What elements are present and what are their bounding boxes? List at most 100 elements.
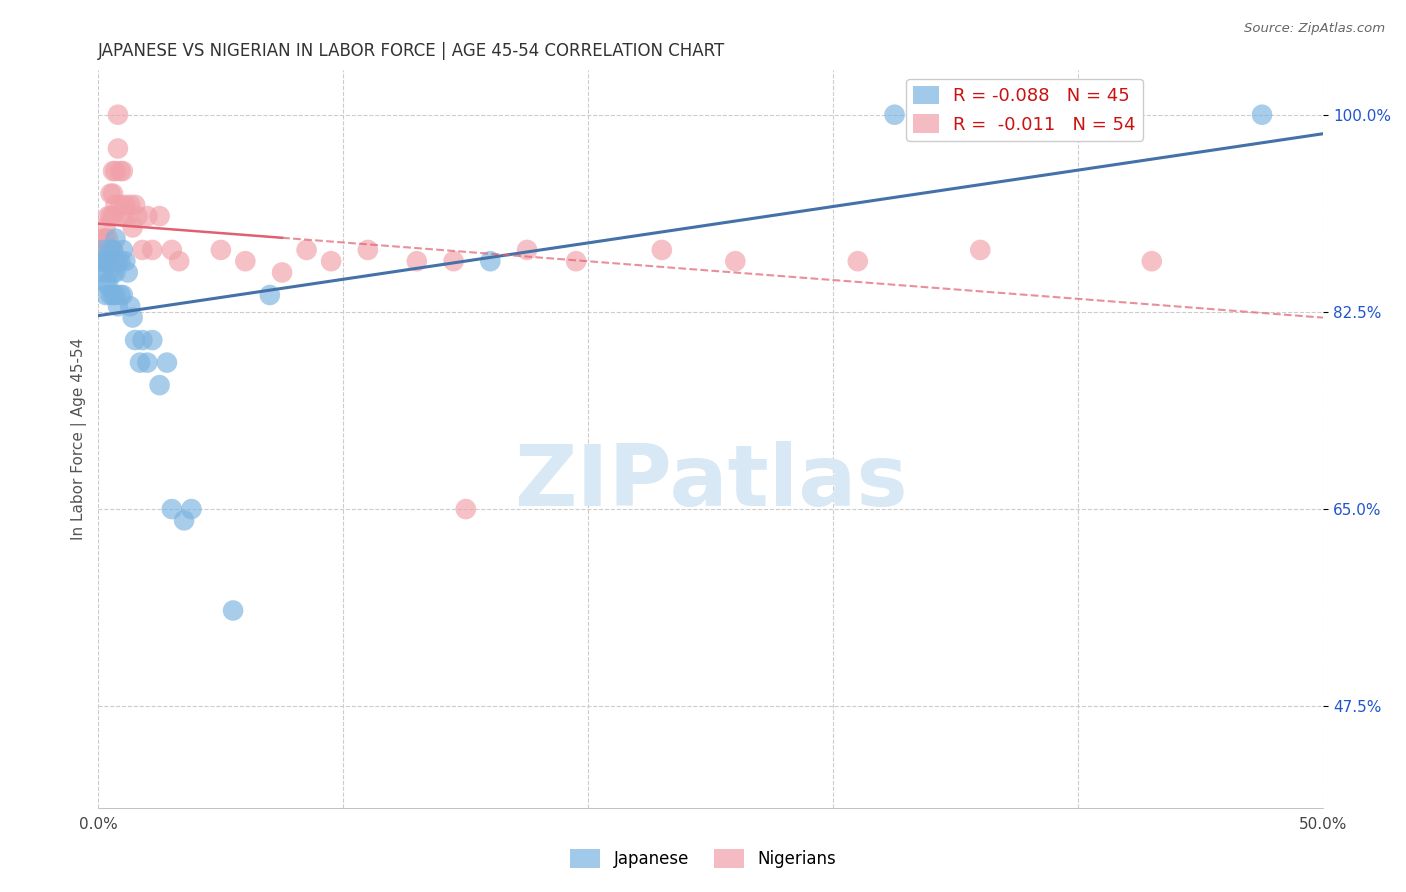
Point: [101, 288, 124, 302]
Point: [97, 209, 120, 223]
Point: [100, 243, 122, 257]
Point: [121, 220, 143, 235]
Point: [107, 254, 129, 268]
Point: [1251, 108, 1274, 122]
Point: [131, 243, 153, 257]
Point: [111, 209, 134, 223]
Point: [100, 243, 122, 257]
Point: [104, 288, 127, 302]
Y-axis label: In Labor Force | Age 45-54: In Labor Force | Age 45-54: [72, 337, 87, 540]
Point: [149, 378, 172, 392]
Point: [97, 254, 120, 268]
Point: [94, 277, 117, 291]
Point: [101, 243, 124, 257]
Point: [114, 254, 136, 268]
Point: [94, 288, 117, 302]
Point: [209, 243, 232, 257]
Point: [100, 288, 122, 302]
Point: [110, 198, 132, 212]
Point: [90, 254, 112, 268]
Point: [131, 333, 153, 347]
Point: [127, 209, 149, 223]
Point: [160, 502, 183, 516]
Point: [136, 209, 159, 223]
Point: [969, 243, 991, 257]
Point: [104, 254, 127, 268]
Point: [516, 243, 538, 257]
Point: [100, 254, 122, 268]
Point: [651, 243, 673, 257]
Point: [565, 254, 588, 268]
Point: [101, 265, 124, 279]
Point: [271, 265, 294, 279]
Point: [319, 254, 342, 268]
Point: [104, 265, 127, 279]
Point: [91, 232, 114, 246]
Point: [104, 232, 127, 246]
Legend: R = -0.088   N = 45, R =  -0.011   N = 54: R = -0.088 N = 45, R = -0.011 N = 54: [905, 78, 1143, 141]
Point: [117, 265, 139, 279]
Point: [94, 254, 117, 268]
Point: [121, 310, 143, 325]
Point: [101, 164, 124, 178]
Text: Source: ZipAtlas.com: Source: ZipAtlas.com: [1244, 22, 1385, 36]
Point: [107, 108, 129, 122]
Point: [90, 243, 112, 257]
Point: [107, 142, 129, 156]
Point: [101, 254, 124, 268]
Point: [117, 209, 139, 223]
Point: [100, 209, 122, 223]
Point: [101, 243, 124, 257]
Point: [120, 198, 142, 212]
Point: [110, 254, 132, 268]
Text: JAPANESE VS NIGERIAN IN LABOR FORCE | AGE 45-54 CORRELATION CHART: JAPANESE VS NIGERIAN IN LABOR FORCE | AG…: [98, 42, 725, 60]
Point: [120, 299, 142, 313]
Point: [107, 299, 129, 313]
Point: [259, 288, 281, 302]
Point: [454, 502, 477, 516]
Point: [97, 254, 120, 268]
Point: [160, 243, 183, 257]
Point: [97, 232, 120, 246]
Point: [104, 164, 127, 178]
Point: [479, 254, 502, 268]
Point: [90, 254, 112, 268]
Point: [180, 502, 202, 516]
Point: [97, 265, 120, 279]
Point: [846, 254, 869, 268]
Point: [141, 333, 163, 347]
Point: [141, 243, 163, 257]
Point: [149, 209, 172, 223]
Point: [167, 254, 190, 268]
Point: [1140, 254, 1163, 268]
Point: [173, 513, 195, 527]
Point: [94, 254, 117, 268]
Point: [156, 356, 179, 370]
Point: [91, 254, 114, 268]
Point: [114, 198, 136, 212]
Point: [724, 254, 747, 268]
Point: [295, 243, 318, 257]
Point: [124, 333, 146, 347]
Point: [91, 243, 114, 257]
Point: [97, 277, 120, 291]
Point: [357, 243, 380, 257]
Point: [100, 186, 122, 201]
Point: [124, 198, 146, 212]
Point: [111, 164, 134, 178]
Point: [443, 254, 465, 268]
Point: [111, 288, 134, 302]
Point: [129, 356, 152, 370]
Point: [233, 254, 256, 268]
Point: [405, 254, 427, 268]
Point: [883, 108, 905, 122]
Point: [101, 186, 124, 201]
Point: [111, 243, 134, 257]
Point: [104, 198, 127, 212]
Point: [222, 603, 245, 617]
Text: ZIPatlas: ZIPatlas: [515, 442, 908, 524]
Point: [94, 220, 117, 235]
Point: [101, 209, 124, 223]
Point: [94, 232, 117, 246]
Point: [110, 288, 132, 302]
